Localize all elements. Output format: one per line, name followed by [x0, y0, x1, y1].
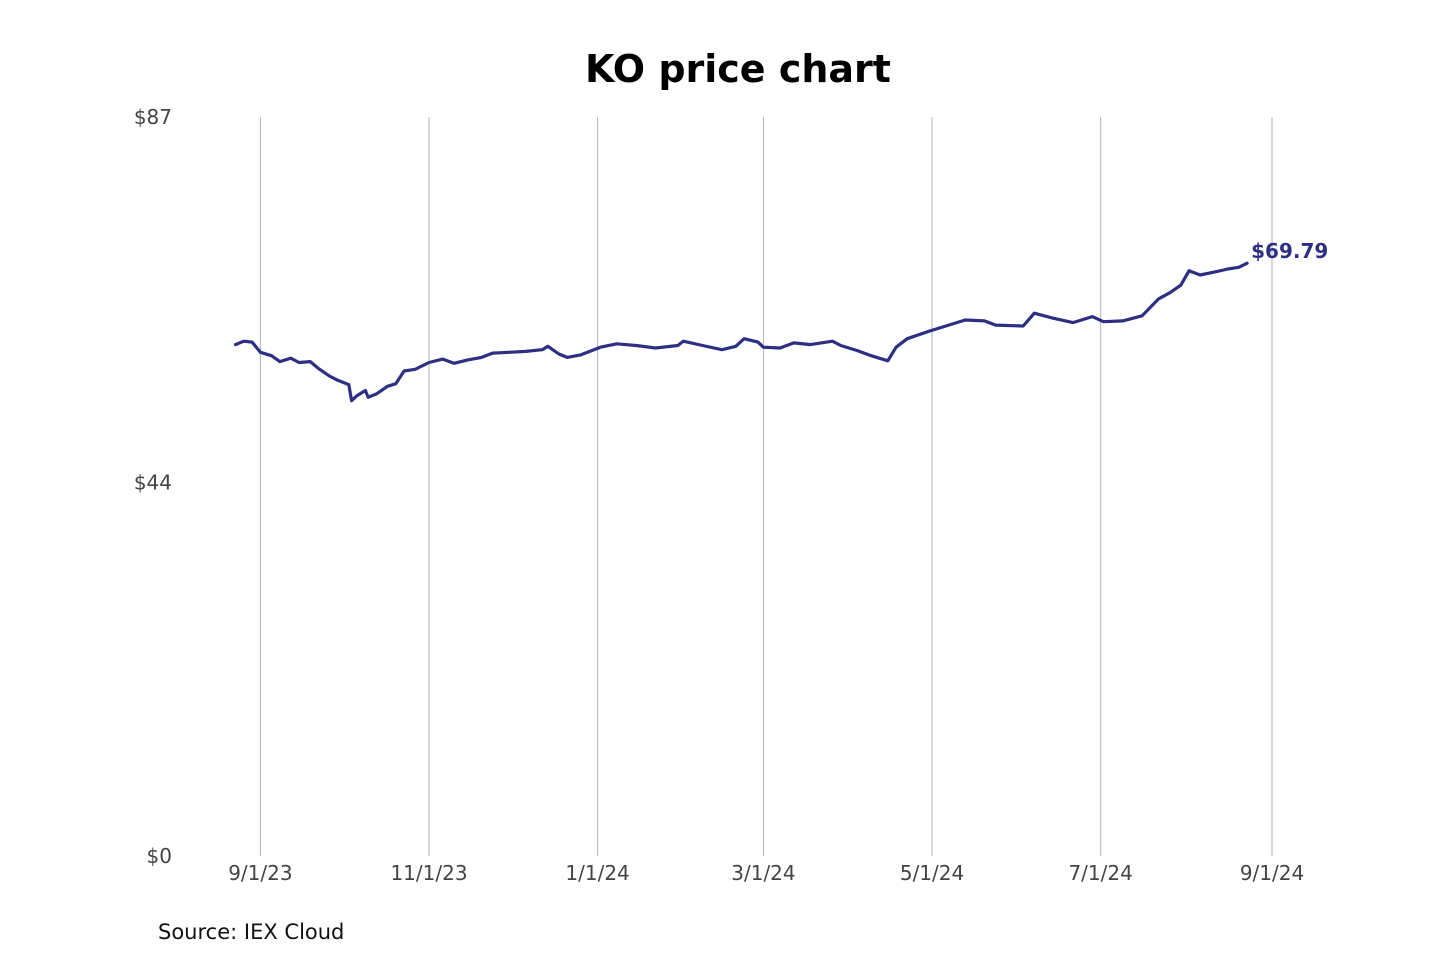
x-axis-tick-labels: 9/1/23 11/1/23 1/1/24 3/1/24 5/1/24 7/1/24 9/1… — [228, 861, 1304, 885]
x-tick-label: 1/1/24 — [565, 861, 629, 885]
gridlines — [259, 117, 1273, 856]
x-tick-label: 3/1/24 — [731, 861, 795, 885]
last-price-label: $69.79 — [1251, 239, 1328, 263]
x-tick-label: 11/1/23 — [390, 861, 467, 885]
y-tick-label: $44 — [134, 470, 172, 494]
y-tick-label: $0 — [147, 844, 172, 868]
x-tick-label: 5/1/24 — [900, 861, 964, 885]
x-tick-label: 7/1/24 — [1068, 861, 1132, 885]
y-axis-tick-labels: $87 $44 $0 — [134, 105, 172, 868]
x-tick-label: 9/1/23 — [228, 861, 292, 885]
x-tick-label: 9/1/24 — [1240, 861, 1304, 885]
series-line-KO — [233, 261, 1249, 403]
y-tick-label: $87 — [134, 105, 172, 129]
source-annotation: Source: IEX Cloud — [158, 920, 344, 944]
chart-title: KO price chart — [585, 47, 891, 91]
series-layer — [233, 261, 1249, 403]
